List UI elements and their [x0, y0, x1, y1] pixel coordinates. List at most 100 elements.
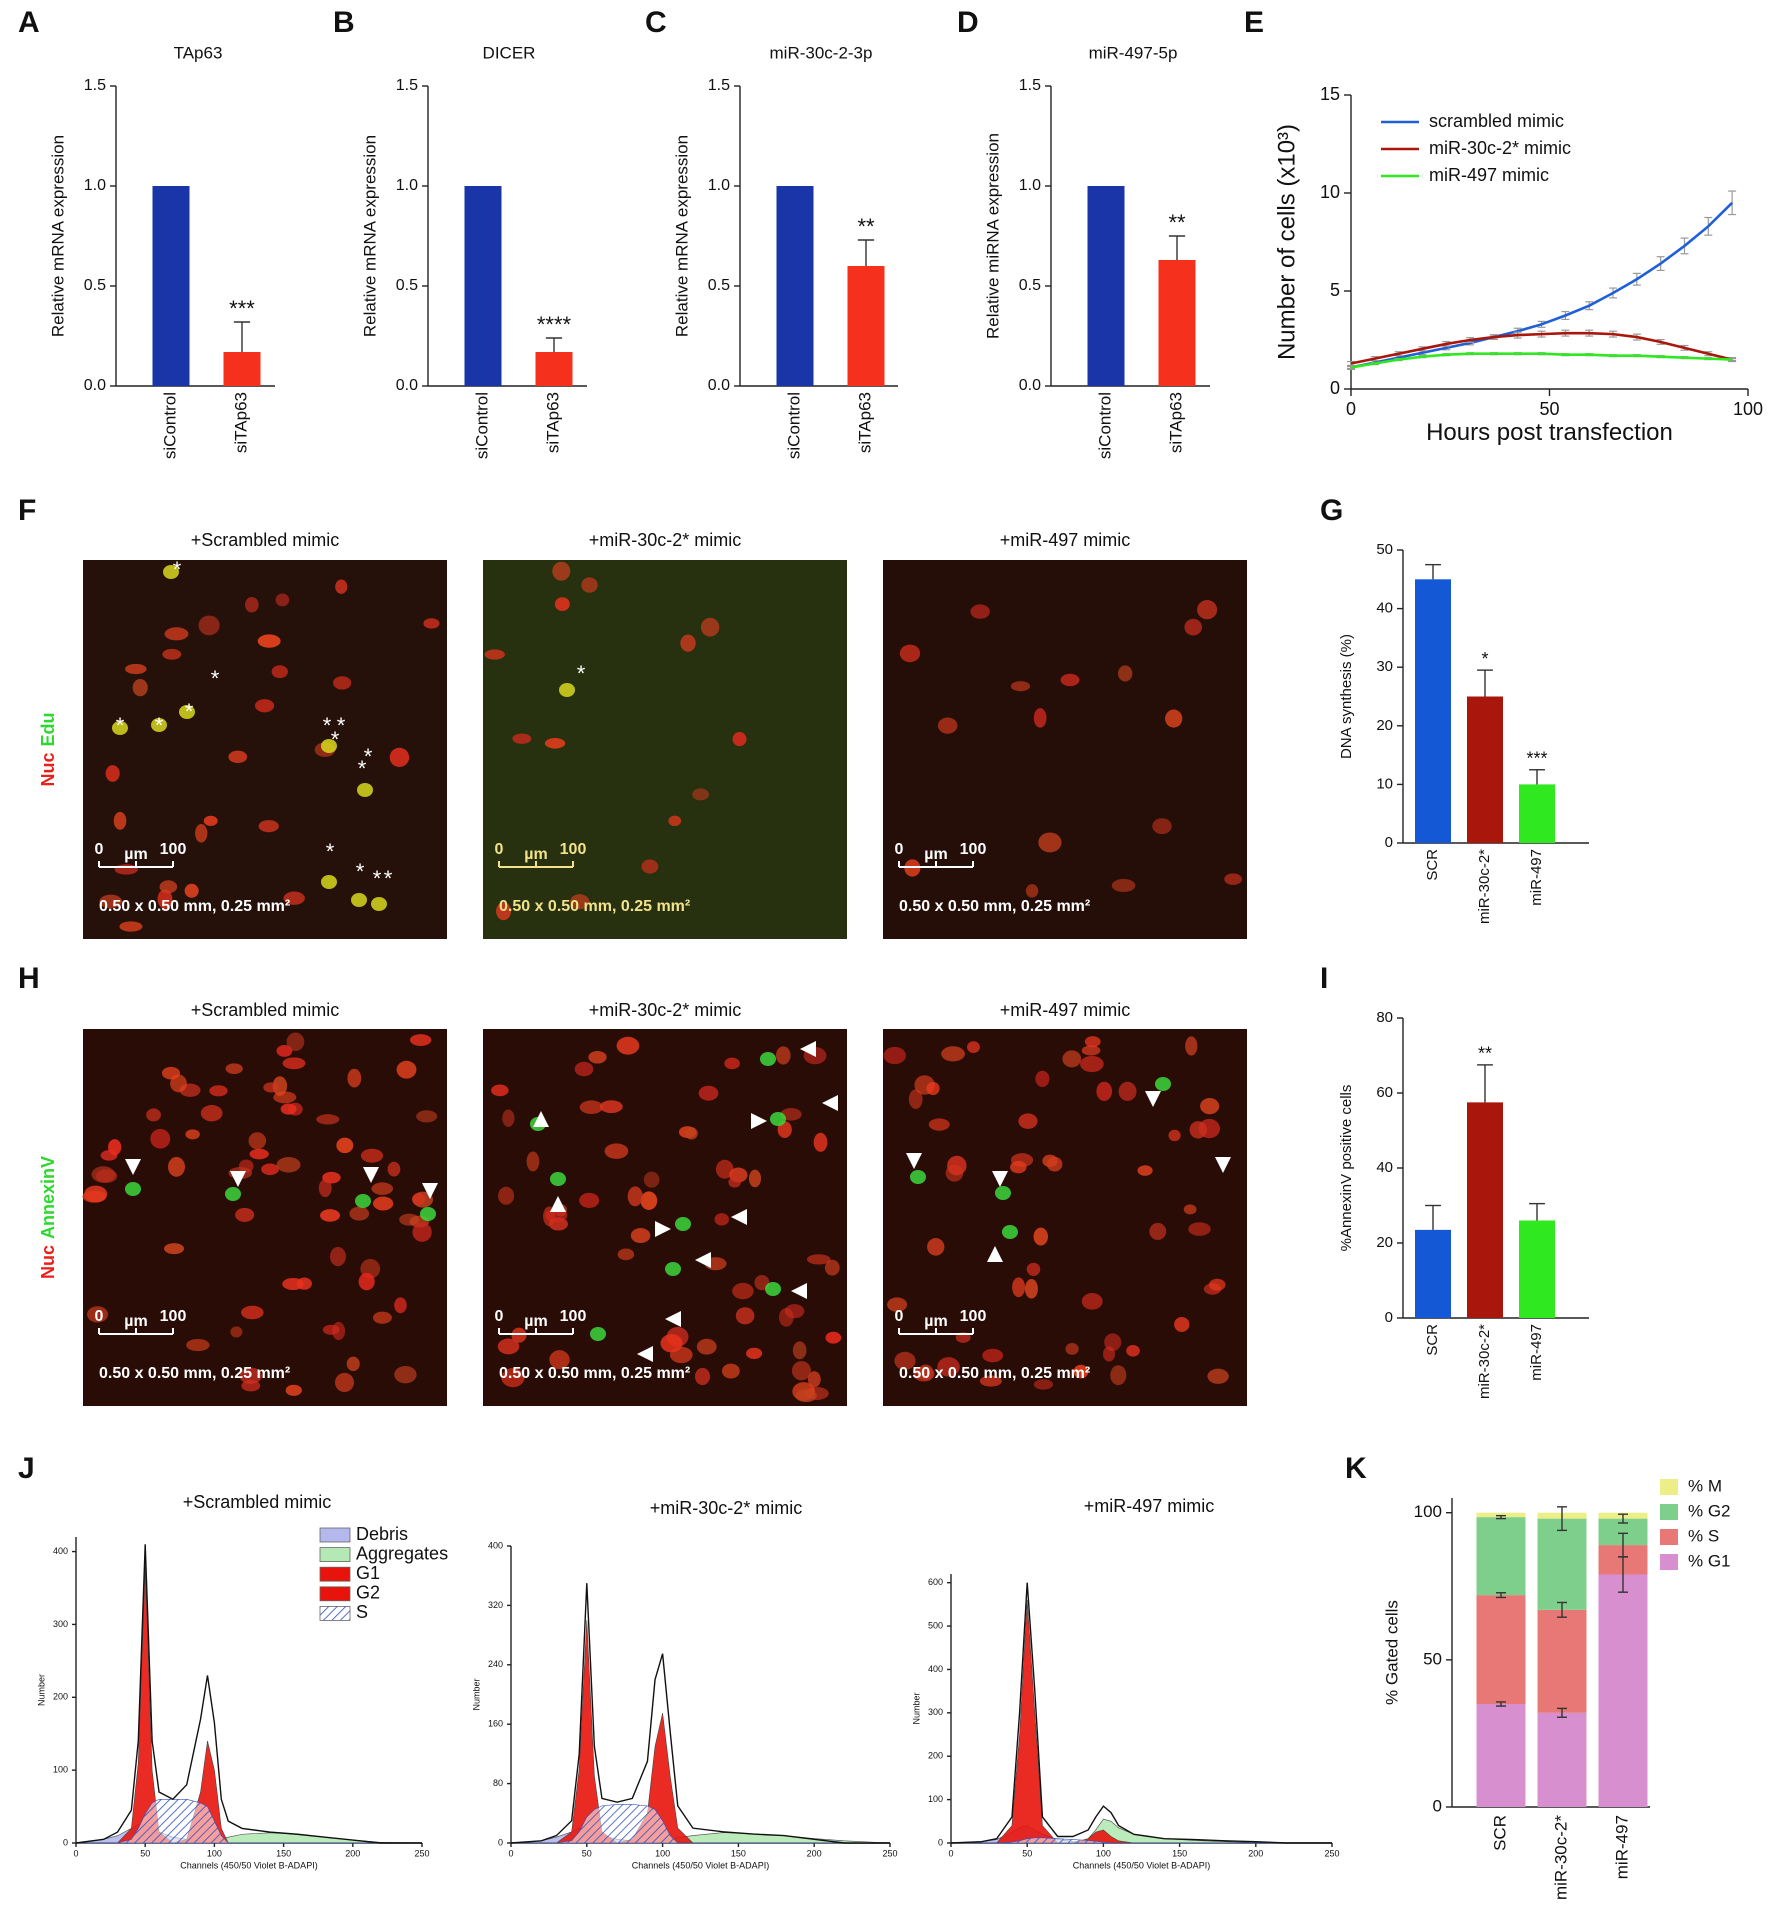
nucleus — [1025, 884, 1039, 898]
nucleus — [1188, 1222, 1211, 1236]
channel-name: Edu — [38, 712, 58, 746]
nucleus — [387, 1161, 401, 1177]
nucleus — [95, 1169, 118, 1183]
marker: * — [384, 866, 393, 891]
nucleus — [320, 1209, 341, 1222]
nucleus — [235, 1207, 255, 1222]
arrowhead — [800, 1041, 816, 1057]
bar — [1415, 579, 1451, 843]
x-tick-label: miR-30c-2* — [1476, 849, 1493, 924]
nucleus — [1126, 1345, 1140, 1357]
nucleus — [329, 1246, 346, 1267]
arrowhead — [992, 1171, 1008, 1187]
area — [76, 1740, 422, 1844]
nucleus — [668, 815, 682, 827]
histogram-outline — [950, 1582, 1332, 1844]
nucleus — [926, 1081, 940, 1096]
arrowhead — [363, 1167, 379, 1183]
stained-cell — [151, 718, 167, 732]
nucleus — [813, 1132, 828, 1152]
scale-start: 0 — [95, 1308, 104, 1325]
panel-letter: H — [18, 962, 40, 995]
scale-unit: µm — [924, 1313, 947, 1330]
y-tick-label: 40 — [1376, 600, 1393, 617]
marker: * — [373, 866, 382, 891]
image-background — [83, 560, 447, 939]
chart-title: TAp63 — [174, 43, 223, 62]
y-axis-label: Number — [36, 1674, 46, 1706]
x-axis-label: Channels (450/50 Violet B-ADAPI) — [1073, 1860, 1210, 1870]
nucleus — [286, 1032, 305, 1052]
nucleus — [84, 1185, 108, 1203]
nucleus — [271, 665, 288, 679]
nucleus — [1110, 1365, 1127, 1386]
nucleus — [157, 889, 173, 909]
nucleus — [511, 1327, 527, 1343]
nucleus — [283, 891, 305, 905]
y-tick-label: 80 — [1376, 1009, 1393, 1026]
nucleus — [372, 1311, 392, 1324]
bar — [535, 352, 573, 386]
nucleus — [371, 1182, 394, 1195]
legend-swatch — [319, 1606, 351, 1621]
panel-letter: F — [18, 494, 36, 527]
y-tick-label: 10 — [1320, 182, 1340, 202]
panel-letter: J — [18, 1452, 35, 1485]
y-axis-label: %AnnexinV positive cells — [1338, 1085, 1355, 1252]
y-tick-label: 160 — [488, 1719, 503, 1729]
nucleus — [322, 1324, 340, 1335]
nucleus — [318, 1179, 332, 1198]
x-tick-label: SCR — [1424, 849, 1441, 881]
arrowhead — [655, 1221, 671, 1237]
significance: ** — [1168, 210, 1186, 235]
nucleus — [1010, 681, 1031, 692]
nucleus — [1018, 1113, 1038, 1129]
nucleus — [908, 1089, 923, 1110]
significance: ** — [1478, 1044, 1492, 1064]
micrograph: 0 µm 100 0.50 x 0.50 mm, 0.25 mm² — [883, 560, 1247, 939]
x-tick-label: miR-497 — [1612, 1815, 1631, 1879]
y-tick-label: 1.5 — [84, 77, 106, 94]
nucleus — [616, 1036, 640, 1055]
y-tick-label: 10 — [1376, 775, 1393, 792]
y-tick-label: 1.5 — [396, 77, 418, 94]
image-title: +miR-30c-2* mimic — [589, 530, 742, 550]
y-tick-label: 0 — [63, 1837, 68, 1847]
nucleus — [927, 1238, 945, 1256]
channel-label: Nuc Edu — [38, 712, 58, 786]
nucleus — [700, 617, 720, 637]
line — [1350, 352, 1733, 369]
bar — [464, 186, 502, 386]
nucleus — [1012, 1277, 1026, 1298]
nucleus — [276, 1157, 301, 1173]
y-tick-label: 20 — [1376, 1234, 1393, 1251]
significance: **** — [537, 312, 572, 337]
nucleus — [685, 1127, 698, 1140]
nucleus — [261, 1163, 279, 1176]
x-tick-label: SCR — [1424, 1324, 1441, 1356]
legend-label: scrambled mimic — [1429, 111, 1564, 131]
y-axis-label: Relative mRNA expression — [48, 135, 67, 337]
y-axis-label: Relative mRNA expression — [672, 135, 691, 337]
x-tick-label: 50 — [582, 1849, 592, 1859]
stained-cell — [321, 875, 337, 889]
nucleus — [604, 1143, 629, 1159]
nucleus — [599, 1100, 623, 1114]
nucleus — [913, 1366, 935, 1382]
y-tick-label: 15 — [1320, 84, 1340, 104]
arrowhead — [987, 1246, 1003, 1262]
stained-cell — [770, 1112, 786, 1126]
scale-unit: µm — [124, 1313, 147, 1330]
nucleus — [244, 597, 259, 613]
line — [1350, 331, 1733, 365]
nucleus — [1038, 832, 1062, 853]
legend-swatch — [1660, 1504, 1678, 1520]
nucleus — [967, 1041, 980, 1053]
stained-cell — [420, 1207, 436, 1221]
legend-label: Debris — [356, 1524, 408, 1544]
micrograph: * 0 µm 100 0.50 x 0.50 mm, 0.25 mm² — [483, 560, 847, 939]
x-tick-label: SCR — [1490, 1815, 1509, 1851]
scale-field: 0.50 x 0.50 mm, 0.25 mm² — [99, 1365, 290, 1382]
nucleus — [346, 1356, 360, 1372]
area — [951, 1600, 1332, 1844]
